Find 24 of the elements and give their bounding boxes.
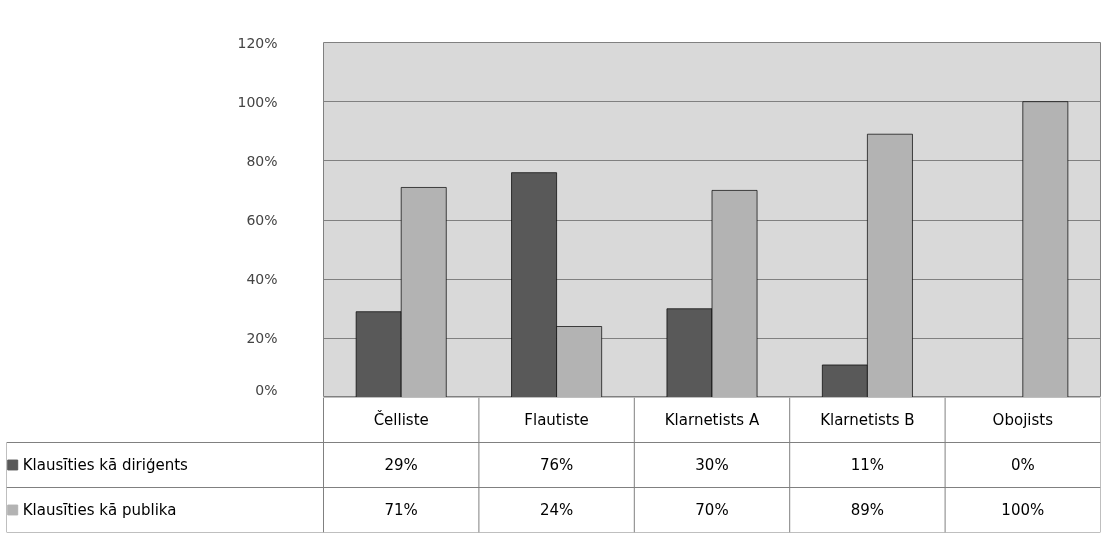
x-tick-label: Klarnetists B (820, 411, 915, 429)
data-label: 89% (850, 501, 885, 519)
data-label: 0% (1010, 456, 1035, 474)
y-tick-label: 100% (237, 93, 278, 110)
data-label: 70% (695, 501, 729, 519)
x-tick-label: Flautiste (524, 411, 589, 429)
y-tick-label: 20% (246, 330, 278, 347)
data-label: 29% (384, 456, 418, 474)
data-label: 24% (539, 501, 574, 519)
y-tick-label: 60% (246, 212, 278, 228)
x-tick-label: Klarnetists A (664, 411, 760, 429)
y-tick-label: 120% (237, 34, 278, 51)
x-tick-label: Obojists (992, 411, 1054, 429)
x-tick-label: Čelliste (373, 410, 429, 429)
data-label: 76% (539, 456, 574, 474)
legend-label: Klausīties kā diriģents (22, 456, 189, 474)
legend-label: Klausīties kā publika (22, 501, 177, 519)
data-label: 100% (1001, 501, 1045, 519)
y-tick-label: 0% (255, 381, 278, 398)
data-label: 11% (850, 456, 885, 474)
y-tick-label: 40% (246, 271, 278, 288)
y-tick-label: 80% (246, 152, 278, 169)
data-label: 30% (695, 456, 729, 474)
data-label: 71% (384, 501, 418, 519)
